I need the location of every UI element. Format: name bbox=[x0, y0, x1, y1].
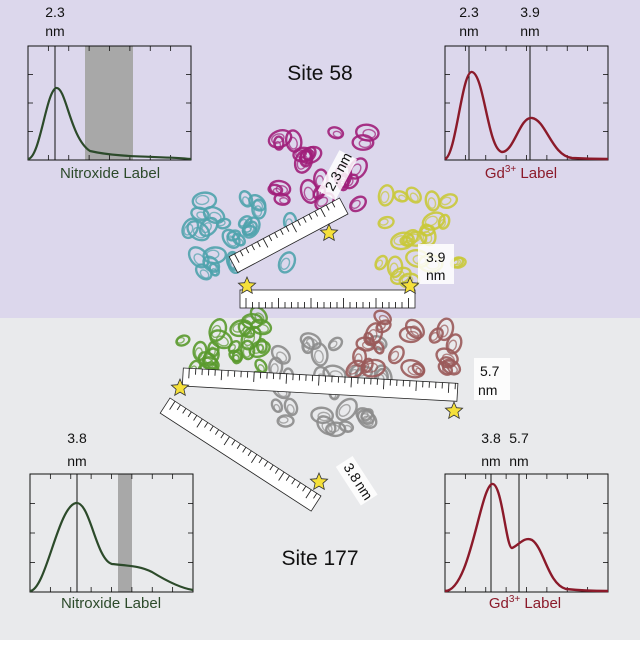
ruler-tick bbox=[416, 381, 417, 391]
ruler-value: 3.9 bbox=[426, 249, 446, 265]
marker-unit: nm bbox=[520, 23, 539, 39]
shaded-region bbox=[85, 46, 133, 160]
ruler-5-7-unit: nm bbox=[478, 382, 497, 398]
panel-label: Gd3+ Label bbox=[485, 164, 557, 182]
ruler-5-7-value: 5.7 bbox=[480, 363, 500, 379]
panel-label: Nitroxide Label bbox=[60, 165, 160, 182]
ruler-tick bbox=[383, 379, 384, 389]
panel-label: Gd3+ Label bbox=[489, 594, 561, 612]
site-58-title: Site 58 bbox=[287, 62, 352, 85]
ruler-tick bbox=[286, 374, 287, 384]
marker-unit: nm bbox=[67, 453, 86, 469]
marker-unit: nm bbox=[481, 453, 500, 469]
marker-value: 2.3 bbox=[459, 4, 479, 20]
ruler-tick bbox=[189, 368, 190, 378]
ruler-tick bbox=[351, 377, 352, 387]
marker-value: 3.8 bbox=[67, 430, 87, 446]
site-177-title: Site 177 bbox=[281, 547, 358, 570]
ruler-tick bbox=[254, 372, 255, 382]
panel-label: Nitroxide Label bbox=[61, 595, 161, 612]
shaded-region bbox=[118, 474, 132, 592]
ruler-tick bbox=[448, 383, 449, 393]
marker-value: 3.8 bbox=[481, 430, 501, 446]
ruler-unit: nm bbox=[426, 267, 445, 283]
marker-unit: nm bbox=[459, 23, 478, 39]
marker-unit: nm bbox=[509, 453, 528, 469]
marker-unit: nm bbox=[45, 23, 64, 39]
marker-value: 2.3 bbox=[45, 4, 65, 20]
marker-value: 3.9 bbox=[520, 4, 540, 20]
ruler-tick bbox=[221, 370, 222, 380]
ruler-tick bbox=[319, 376, 320, 386]
marker-value: 5.7 bbox=[509, 430, 529, 446]
